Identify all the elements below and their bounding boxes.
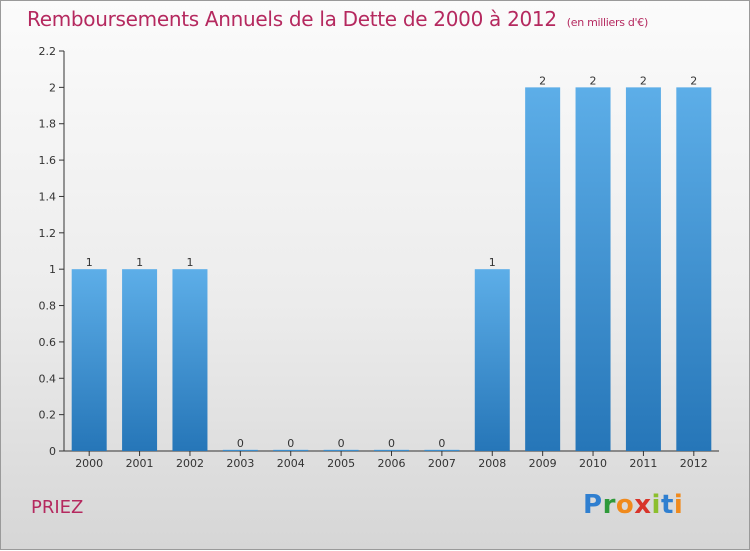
y-tick-label: 0.8	[39, 300, 57, 313]
data-label: 0	[388, 437, 395, 450]
data-label: 1	[136, 256, 143, 269]
x-tick-label: 2012	[680, 457, 708, 470]
bar	[71, 269, 107, 451]
x-tick-label: 2004	[277, 457, 305, 470]
bar	[273, 449, 309, 451]
y-tick-label: 2	[49, 81, 56, 94]
y-tick-label: 1	[49, 263, 56, 276]
data-label: 0	[287, 437, 294, 450]
y-tick-label: 1.6	[39, 154, 57, 167]
data-label: 0	[338, 437, 345, 450]
data-label: 2	[590, 74, 597, 87]
data-label: 2	[690, 74, 697, 87]
proxiti-logo: Proxiti	[583, 490, 684, 520]
data-label: 0	[237, 437, 244, 450]
y-tick-label: 0	[49, 445, 56, 458]
chart-title: Remboursements Annuels de la Dette de 20…	[27, 7, 648, 31]
town-name: PRIEZ	[31, 497, 84, 518]
x-tick-label: 2009	[529, 457, 557, 470]
plot-area: 00.20.40.60.811.21.41.61.822.21200012001…	[39, 45, 719, 470]
bar	[424, 449, 460, 451]
bar	[323, 449, 359, 451]
bar	[474, 269, 510, 451]
bar	[575, 87, 611, 451]
y-tick-label: 0.2	[39, 409, 57, 422]
data-label: 2	[640, 74, 647, 87]
data-label: 1	[489, 256, 496, 269]
bar	[525, 87, 561, 451]
y-tick-label: 2.2	[39, 45, 57, 58]
bar	[374, 449, 409, 451]
y-tick-label: 0.6	[39, 336, 57, 349]
x-tick-label: 2005	[327, 457, 355, 470]
x-tick-label: 2002	[176, 457, 204, 470]
y-tick-label: 1.2	[39, 227, 57, 240]
x-tick-label: 2008	[478, 457, 506, 470]
x-tick-label: 2001	[126, 457, 154, 470]
x-tick-label: 2003	[226, 457, 254, 470]
chart-title-text: Remboursements Annuels de la Dette de 20…	[27, 7, 557, 31]
x-tick-label: 2010	[579, 457, 607, 470]
data-label: 1	[186, 256, 193, 269]
y-tick-label: 0.4	[39, 372, 57, 385]
bar	[625, 87, 661, 451]
chart-subtitle: (en milliers d'€)	[566, 16, 648, 29]
data-label: 0	[438, 437, 445, 450]
y-tick-label: 1.8	[39, 118, 57, 131]
y-tick-label: 1.4	[39, 190, 57, 203]
bar	[222, 449, 258, 451]
x-tick-label: 2006	[378, 457, 406, 470]
x-tick-label: 2011	[629, 457, 657, 470]
x-tick-label: 2007	[428, 457, 456, 470]
bar	[172, 269, 208, 451]
bar	[676, 87, 712, 451]
bar	[122, 269, 158, 451]
x-tick-label: 2000	[75, 457, 103, 470]
data-label: 2	[539, 74, 546, 87]
data-label: 1	[86, 256, 93, 269]
